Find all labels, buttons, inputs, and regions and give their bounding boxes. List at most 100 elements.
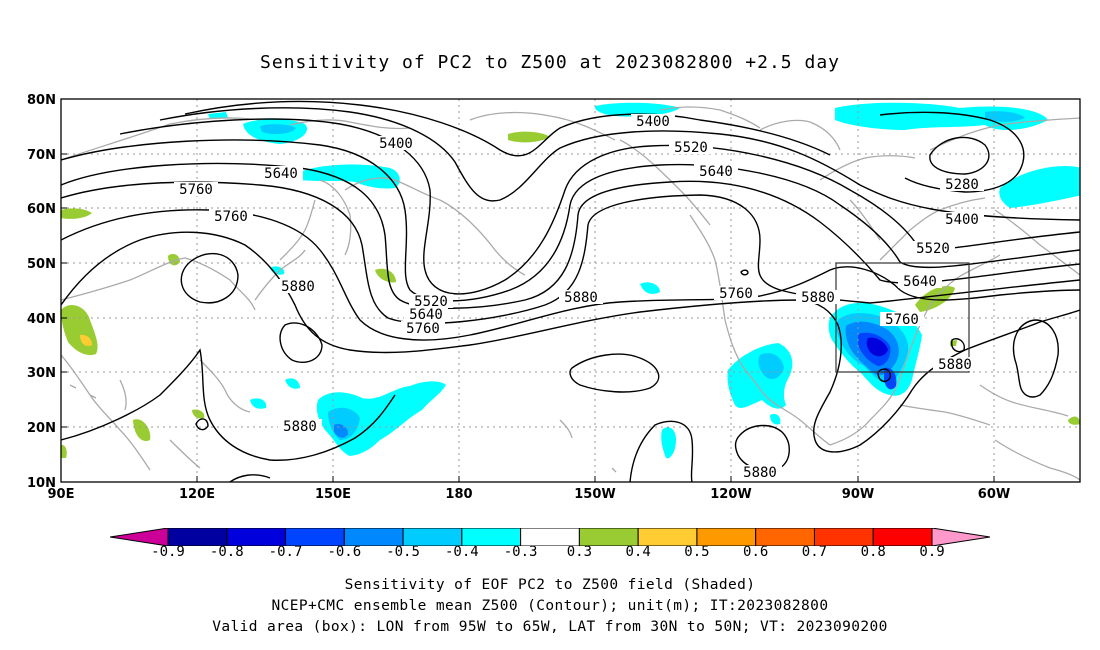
z500-contours (61, 100, 1080, 482)
colorbar-label: 0.5 (684, 544, 710, 560)
svg-text:5400: 5400 (945, 212, 979, 228)
contour-label: 5760 (880, 312, 924, 328)
contour-label: 5640 (259, 166, 303, 182)
colorbar-label: -0.9 (151, 544, 185, 560)
shade-orange-w-big (80, 334, 92, 346)
coastlines (61, 106, 1080, 481)
longitude-labels: 90E 120E 150E 180 150W 120W 90W 60W (48, 487, 1011, 502)
contour-line (740, 269, 749, 276)
contour-label: 5520 (911, 241, 955, 257)
lat-label: 30N (27, 366, 56, 381)
map-title: Sensitivity of PC2 to Z500 at 2023082800… (259, 52, 840, 73)
svg-text:5520: 5520 (674, 140, 708, 156)
contour-label: 5880 (276, 279, 320, 295)
colorbar-label: 0.4 (625, 544, 651, 560)
contour-label-layer: 5400 5400 5520 5640 5640 5760 5760 5280 … (174, 114, 984, 481)
contour-label: 5880 (738, 465, 782, 481)
shade-green-arctic (508, 131, 550, 143)
caption-valid-area: Valid area (box): LON from 95W to 65W, L… (212, 619, 888, 635)
shade-blue-ne-top (985, 111, 1025, 122)
svg-text:5520: 5520 (414, 294, 448, 310)
svg-text:5880: 5880 (281, 279, 315, 295)
colorbar-label: -0.6 (327, 544, 362, 560)
lat-label: 70N (27, 148, 56, 163)
contour-line (61, 139, 1080, 302)
contour-label: 5880 (796, 290, 840, 306)
lat-label: 50N (27, 257, 56, 272)
lat-label: 40N (27, 312, 56, 327)
latitude-labels: 80N 70N 60N 50N 40N 30N 20N 10N (27, 93, 56, 491)
contour-label: 5640 (404, 307, 448, 323)
colorbar-label: -0.7 (268, 544, 303, 560)
colorbar-label: 0.9 (919, 544, 945, 560)
svg-text:5760: 5760 (885, 312, 919, 328)
shade-cyan-small-c (270, 266, 285, 275)
svg-text:5760: 5760 (214, 209, 248, 225)
lat-label: 20N (27, 421, 56, 436)
shade-blue-mexico (758, 353, 784, 380)
shade-cyan-hawaii (661, 427, 676, 459)
contour-label: 5400 (374, 136, 418, 152)
colorbar-label: 0.7 (801, 544, 828, 560)
shade-cyan-gulf-small (770, 414, 781, 425)
contour-label: 5520 (409, 294, 453, 310)
lon-label: 120E (179, 487, 215, 502)
shade-blue-arctic (260, 124, 296, 135)
colorbar-label: 0.6 (743, 544, 769, 560)
contour-label: 5760 (209, 209, 253, 225)
shade-deepest-southeast (866, 337, 888, 357)
contour-line (1012, 319, 1059, 398)
shade-cyan-ne-top (835, 102, 1048, 131)
contour-label: 5640 (898, 274, 942, 290)
contour-line (279, 322, 323, 363)
svg-text:5880: 5880 (801, 290, 835, 306)
contour-line (61, 231, 1080, 453)
captions: Sensitivity of EOF PC2 to Z500 field (Sh… (0, 575, 1100, 638)
contour-line (159, 107, 1080, 221)
colorbar (110, 528, 990, 546)
colorbar-cap-high (931, 528, 990, 546)
sensitivity-map: 5400 5400 5520 5640 5640 5760 5760 5280 … (27, 93, 1081, 502)
lon-label: 90W (842, 487, 874, 502)
contour-line (195, 418, 209, 431)
contour-line (61, 348, 396, 461)
shade-green-small-4 (192, 409, 205, 419)
shade-green-small-5 (61, 444, 67, 458)
contour-label: 5400 (940, 212, 984, 228)
lon-label: 180 (445, 487, 472, 502)
shade-green-w-big (61, 305, 98, 356)
lon-label: 150W (574, 487, 615, 502)
shade-cyan-ne-right (999, 166, 1080, 208)
svg-text:5520: 5520 (916, 241, 950, 257)
lon-label: 120W (710, 487, 751, 502)
grid (61, 99, 1080, 482)
shade-cyan-small-d (640, 282, 660, 294)
colorbar-label: 0.8 (860, 544, 886, 560)
lat-label: 80N (27, 93, 56, 108)
svg-text:5640: 5640 (903, 274, 937, 290)
contour-label: 5880 (933, 357, 977, 373)
axis-ticks (61, 98, 995, 483)
svg-text:5760: 5760 (719, 286, 753, 302)
colorbar-label: 0.3 (566, 544, 593, 560)
shade-green-small-6 (1068, 416, 1080, 425)
contour-line (569, 353, 660, 393)
colorbar-label: -0.3 (503, 544, 538, 560)
contour-line (61, 209, 1080, 341)
shade-green-small-3 (133, 419, 151, 442)
contour-label: 5760 (401, 321, 445, 337)
shade-cyan-center-top (594, 102, 680, 117)
svg-text:5400: 5400 (636, 114, 670, 130)
contour-line (119, 118, 1080, 295)
svg-text:5400: 5400 (379, 136, 413, 152)
contour-line (184, 100, 831, 157)
colorbar-label: -0.8 (209, 544, 244, 560)
svg-text:5640: 5640 (699, 164, 733, 180)
colorbar-label: -0.5 (386, 544, 420, 560)
contour-label: 5880 (278, 419, 322, 435)
lon-label: 90E (48, 487, 75, 502)
contour-label: 5640 (694, 164, 738, 180)
svg-text:5880: 5880 (564, 290, 598, 306)
valid-area-box (835, 262, 970, 373)
svg-text:5880: 5880 (938, 357, 972, 373)
